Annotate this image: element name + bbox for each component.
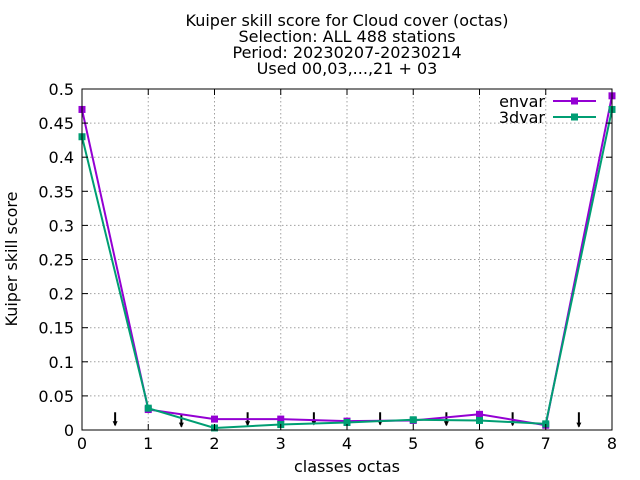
x-axis-label: classes octas (294, 457, 400, 476)
error-bar (576, 412, 582, 428)
error-bar-head (112, 421, 118, 427)
x-tick-label: 5 (408, 434, 418, 453)
data-point-3dvar (343, 418, 351, 426)
y-tick-label: 0.15 (38, 319, 74, 338)
x-tick-label: 8 (607, 434, 617, 453)
title-line-3: Period: 20230207-20230214 (232, 43, 461, 62)
y-tick-label: 0.05 (38, 387, 74, 406)
axis-ticks (81, 88, 613, 431)
y-tick-label: 0.5 (49, 80, 74, 99)
error-bar (112, 412, 118, 427)
x-tick-label: 6 (474, 434, 484, 453)
error-bar (377, 412, 383, 426)
legend-marker-envar (571, 97, 578, 105)
title-line-1: Kuiper skill score for Cloud cover (octa… (186, 11, 509, 30)
legend-label-3dvar: 3dvar (499, 108, 546, 127)
y-tick-labels: 0 0.05 0.1 0.15 0.2 0.25 0.3 0.35 0.4 0.45 0.5 (38, 80, 74, 440)
y-tick-label: 0.35 (38, 182, 74, 201)
y-tick-label: 0 (64, 421, 74, 440)
data-point-envar (476, 410, 483, 418)
data-point-envar (277, 415, 285, 423)
legend-marker-3dvar (571, 113, 578, 121)
error-bar-head (245, 421, 251, 427)
data-point-3dvar (144, 404, 152, 412)
data-point-envar (211, 415, 218, 423)
data-point-3dvar (476, 416, 483, 424)
grid (82, 89, 612, 430)
error-bar (178, 414, 184, 428)
error-bar-head (178, 422, 184, 428)
y-tick-label: 0.45 (38, 114, 74, 133)
x-tick-label: 2 (209, 434, 219, 453)
x-tick-label: 4 (342, 434, 352, 453)
title-line-4: Used 00,03,...,21 + 03 (257, 59, 438, 78)
chart-title: Kuiper skill score for Cloud cover (octa… (186, 11, 509, 78)
data-point-3dvar (409, 416, 417, 424)
x-tick-label: 7 (541, 434, 551, 453)
error-bar (443, 412, 449, 427)
x-tick-label: 3 (276, 434, 286, 453)
y-tick-label: 0.1 (49, 353, 74, 372)
x-tick-label: 0 (77, 434, 87, 453)
x-tick-label: 1 (143, 434, 153, 453)
y-tick-label: 0.3 (49, 216, 74, 235)
y-tick-label: 0.2 (49, 285, 74, 304)
data-point-3dvar (542, 420, 550, 428)
y-tick-label: 0.4 (49, 148, 74, 167)
title-line-2: Selection: ALL 488 stations (238, 27, 455, 46)
y-tick-label: 0.25 (38, 251, 74, 270)
legend-label-envar: envar (499, 92, 545, 111)
error-bar-head (576, 422, 582, 428)
x-tick-labels: 0 1 2 3 4 5 6 7 8 (77, 434, 617, 453)
series-3dvar (78, 105, 616, 432)
y-axis-label: Kuiper skill score (2, 192, 21, 327)
error-bar-head (443, 421, 449, 427)
